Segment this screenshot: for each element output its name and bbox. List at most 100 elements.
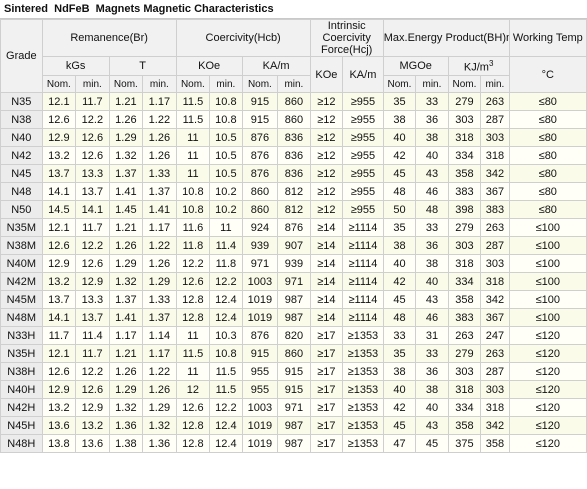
value-cell: 13.7	[41, 164, 77, 183]
grade-cell: N33H	[0, 326, 43, 345]
value-cell: 10.5	[209, 146, 243, 165]
value-cell: 35	[382, 344, 417, 363]
value-cell: ≥1353	[342, 434, 384, 453]
value-cell: 287	[480, 110, 510, 129]
value-cell: 11.6	[175, 218, 211, 237]
value-cell: 11.5	[209, 362, 243, 381]
value-cell: 12.6	[75, 128, 110, 147]
working-temp-cell: ≤80	[508, 164, 587, 183]
value-cell: 1.32	[108, 146, 144, 165]
value-cell: 318	[480, 272, 510, 291]
value-cell: 31	[415, 326, 449, 345]
value-cell: 1.17	[108, 326, 144, 345]
working-temp-cell: ≤100	[508, 290, 587, 309]
value-cell: 14.1	[41, 308, 77, 327]
value-cell: 1019	[241, 308, 279, 327]
value-cell: 1003	[241, 272, 279, 291]
max-energy-header: Max.Energy Product(BH)m	[382, 19, 510, 57]
value-cell: 43	[415, 416, 449, 435]
table-title: Sintered NdFeB Magnets Magnetic Characte…	[0, 0, 587, 19]
value-cell: 12.8	[175, 416, 211, 435]
value-cell: 50	[382, 200, 417, 219]
value-cell: 35	[382, 92, 417, 111]
value-cell: 971	[277, 272, 311, 291]
value-cell: ≥955	[342, 110, 384, 129]
sub-min: min.	[277, 75, 311, 93]
value-cell: 14.1	[41, 182, 77, 201]
unit-kgs: kGs	[41, 56, 110, 76]
value-cell: ≥17	[309, 362, 344, 381]
value-cell: 10.8	[175, 182, 211, 201]
value-cell: 38	[415, 254, 449, 273]
value-cell: 1003	[241, 398, 279, 417]
value-cell: 38	[382, 362, 417, 381]
value-cell: 860	[241, 182, 279, 201]
value-cell: 12.6	[75, 380, 110, 399]
value-cell: 12.9	[41, 254, 77, 273]
table-body: N35 12.1 11.7 1.21 1.17 11.5 10.8 915 860 ≥12 ≥955…	[0, 92, 587, 453]
grade-header: Grade	[0, 19, 43, 93]
value-cell: 279	[447, 218, 482, 237]
value-cell: 11	[209, 218, 243, 237]
value-cell: 12.2	[75, 110, 110, 129]
table-row: N45H 13.6 13.2 1.36 1.32 12.8 12.4 1019 987 ≥17 ≥1…	[0, 416, 587, 435]
coercivity-header: Coercivity(Hcb)	[175, 19, 311, 57]
value-cell: 11	[175, 146, 211, 165]
value-cell: 1.21	[108, 92, 144, 111]
unit-kj-m3: KJ/m3	[447, 56, 510, 76]
grade-cell: N48	[0, 182, 43, 201]
value-cell: 1019	[241, 416, 279, 435]
value-cell: 12.1	[41, 218, 77, 237]
value-cell: 10.5	[209, 164, 243, 183]
value-cell: 836	[277, 128, 311, 147]
value-cell: 375	[447, 434, 482, 453]
unit-mgoe: MGOe	[382, 56, 449, 76]
unit-koe-intrinsic: KOe	[309, 56, 344, 93]
table-row: N35H 12.1 11.7 1.21 1.17 11.5 10.8 915 860 ≥17 ≥13…	[0, 344, 587, 363]
value-cell: 12.6	[75, 254, 110, 273]
value-cell: 40	[415, 272, 449, 291]
working-temp-cell: ≤80	[508, 146, 587, 165]
value-cell: 11.5	[209, 380, 243, 399]
value-cell: 836	[277, 164, 311, 183]
value-cell: 358	[447, 416, 482, 435]
sub-min: min.	[142, 75, 177, 93]
value-cell: 1.29	[108, 254, 144, 273]
value-cell: 334	[447, 146, 482, 165]
unit-ka-m: KA/m	[241, 56, 311, 76]
value-cell: 12.8	[175, 434, 211, 453]
grade-cell: N45H	[0, 416, 43, 435]
value-cell: 1.41	[108, 308, 144, 327]
value-cell: 10.2	[209, 200, 243, 219]
value-cell: 1.26	[108, 362, 144, 381]
value-cell: 11.5	[175, 92, 211, 111]
table-row: N38M 12.6 12.2 1.26 1.22 11.8 11.4 939 907 ≥14 ≥11…	[0, 236, 587, 255]
value-cell: ≥955	[342, 200, 384, 219]
value-cell: 48	[415, 200, 449, 219]
value-cell: 915	[277, 380, 311, 399]
value-cell: 247	[480, 326, 510, 345]
grade-cell: N48M	[0, 308, 43, 327]
value-cell: 263	[480, 344, 510, 363]
value-cell: 35	[382, 218, 417, 237]
value-cell: ≥17	[309, 398, 344, 417]
value-cell: 318	[447, 254, 482, 273]
value-cell: ≥1353	[342, 380, 384, 399]
sub-nom: Nom.	[108, 75, 144, 93]
value-cell: 1.29	[108, 128, 144, 147]
value-cell: 11.8	[209, 254, 243, 273]
value-cell: 318	[480, 398, 510, 417]
value-cell: 924	[241, 218, 279, 237]
value-cell: 11.7	[75, 92, 110, 111]
value-cell: 12.2	[175, 254, 211, 273]
value-cell: 1.17	[142, 92, 177, 111]
value-cell: ≥1114	[342, 308, 384, 327]
value-cell: 33	[415, 344, 449, 363]
table-row: N45M 13.7 13.3 1.37 1.33 12.8 12.4 1019 987 ≥14 ≥1…	[0, 290, 587, 309]
table-row: N40M 12.9 12.6 1.29 1.26 12.2 11.8 971 939 ≥14 ≥11…	[0, 254, 587, 273]
value-cell: 33	[382, 326, 417, 345]
value-cell: 1.32	[108, 398, 144, 417]
value-cell: 1.41	[108, 182, 144, 201]
table-row: N42M 13.2 12.9 1.32 1.29 12.6 12.2 1003 971 ≥14 ≥1…	[0, 272, 587, 291]
value-cell: ≥1114	[342, 236, 384, 255]
